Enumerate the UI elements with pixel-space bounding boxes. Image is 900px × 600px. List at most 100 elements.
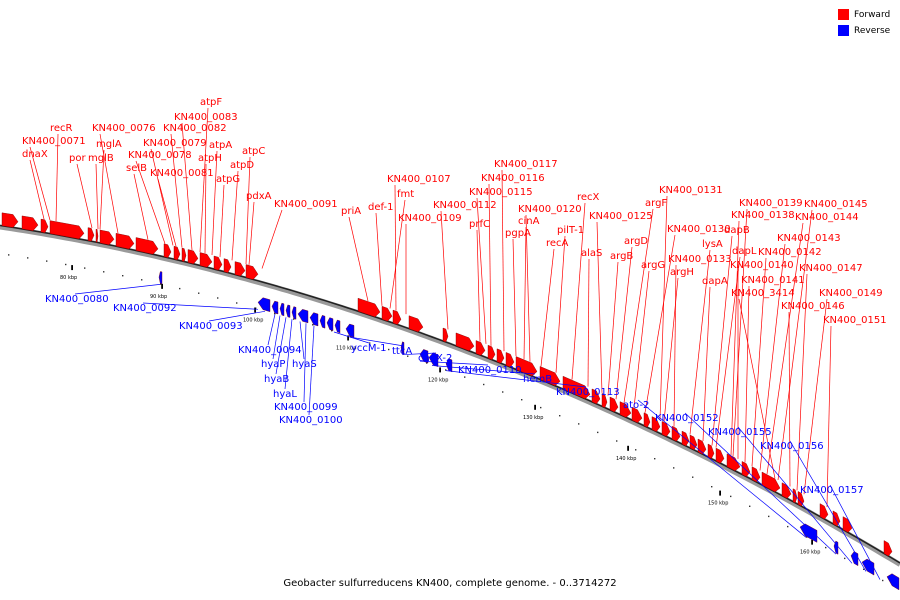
forward-gene-arrow (173, 245, 181, 261)
forward-gene-label: atpG (216, 174, 240, 185)
forward-label-leader (135, 160, 166, 244)
forward-gene-label: KN400_0091 (274, 199, 338, 210)
tick-label: 150 kbp (708, 501, 728, 507)
forward-gene-arrow (496, 348, 505, 364)
forward-gene-arrow (223, 258, 232, 273)
forward-gene-label: KN400_0120 (518, 204, 582, 215)
forward-gene-arrow (234, 261, 246, 277)
tick-label: 100 kbp (243, 318, 263, 324)
forward-gene-label: KN400_0149 (819, 288, 883, 299)
forward-gene-arrow (715, 447, 725, 464)
forward-label-leader (673, 264, 677, 427)
scale-dot (236, 302, 238, 304)
forward-gene-arrow (591, 388, 601, 405)
forward-gene-label: recR (50, 123, 73, 134)
scale-dot (673, 467, 675, 469)
scale-dot (350, 336, 352, 338)
scale-dot (179, 287, 181, 290)
map-caption: Geobacter sulfurreducens KN400, complete… (283, 578, 617, 589)
forward-gene-label: KN400_0140 (730, 260, 794, 271)
forward-label-leader (711, 235, 733, 446)
forward-gene-label: KN400_0151 (823, 315, 887, 326)
forward-label-leader (95, 163, 99, 230)
forward-label-leader (796, 273, 808, 491)
forward-gene-label: KN400_0139 (739, 198, 803, 209)
forward-gene-label: KN400_0146 (781, 301, 845, 312)
forward-gene-label: lysA (702, 239, 723, 250)
forward-gene-label: argG (641, 260, 665, 271)
forward-gene-arrow (726, 453, 741, 472)
scale-dot (559, 415, 561, 417)
forward-gene-label: KN400_0147 (799, 263, 863, 274)
forward-gene-arrow (792, 488, 798, 504)
forward-gene-label: KN400_0078 (128, 150, 192, 161)
tick-label: 80 kbp (60, 275, 77, 281)
reverse-gene-label: hyaB (264, 374, 289, 385)
forward-gene-label: def-1 (368, 202, 393, 213)
reverse-label-leader (419, 360, 489, 366)
forward-label-leader (715, 256, 741, 448)
reverse-gene-label: KN400_0113 (556, 387, 620, 398)
forward-label-leader (248, 201, 255, 265)
forward-gene-arrow (95, 228, 99, 243)
reverse-label-leader (401, 352, 437, 356)
forward-gene-label: KN400_0141 (741, 275, 805, 286)
forward-label-leader (348, 216, 369, 302)
reverse-gene-label: KN400_0099 (274, 402, 338, 413)
forward-label-leader (766, 222, 804, 475)
reverse-gene-label: yccM-1 (351, 343, 387, 354)
scale-dot (65, 263, 67, 266)
reverse-label-leader (142, 302, 259, 310)
forward-label-leader (777, 209, 813, 481)
reverse-gene-label: hemB (523, 374, 552, 385)
forward-label-leader (181, 122, 193, 251)
forward-label-leader (523, 226, 527, 360)
forward-gene-label: dapA (702, 276, 728, 287)
forward-gene-label: atpC (242, 146, 265, 157)
forward-label-leader (633, 270, 650, 408)
scale-dot (407, 355, 409, 357)
forward-gene-label: KN400_0138 (731, 210, 795, 221)
scale-dot (217, 297, 219, 299)
forward-gene-arrow (442, 327, 449, 343)
reverse-label-leader (445, 370, 587, 388)
reverse-gene-label: KN400_0157 (800, 485, 864, 496)
scale-dot (578, 423, 580, 425)
reverse-gene-arrow (400, 341, 405, 355)
tick-label: 110 kbp (336, 345, 356, 351)
scale-dot (540, 406, 542, 409)
scale-dot (825, 546, 827, 549)
forward-label-leader (261, 209, 283, 269)
forward-label-leader (150, 148, 174, 246)
forward-label-leader (157, 178, 177, 247)
reverse-label-leader (303, 323, 307, 403)
forward-gene-label: KN400_0112 (433, 200, 497, 211)
forward-gene-arrow (797, 491, 805, 507)
forward-gene-label: por (69, 153, 86, 164)
reverse-label-leader (431, 365, 536, 375)
scale-dot (388, 348, 390, 351)
forward-gene-label: cinA (518, 216, 540, 227)
scale-dot (331, 330, 333, 332)
forward-gene-label: argH (670, 267, 694, 278)
reverse-gene-label: KN400_0155 (708, 427, 772, 438)
forward-label-leader (623, 208, 654, 403)
forward-label-leader (231, 170, 239, 261)
tick-marks: 80 kbp 90 kbp 100 kbp 110 kbp 120 kbp 130 kbp… (60, 265, 820, 556)
forward-label-leader (615, 246, 633, 400)
forward-gene-label: KN400_0117 (494, 159, 558, 170)
forward-gene-arrow (689, 434, 698, 451)
reverse-label-leader (284, 319, 293, 390)
forward-gene-label: prfC (469, 219, 490, 230)
forward-gene-label: argF (645, 198, 667, 209)
forward-gene-label: atpH (198, 153, 222, 164)
forward-gene-label: KN400_0143 (777, 233, 841, 244)
forward-label-leader (730, 220, 740, 456)
scale-dot (103, 271, 105, 273)
forward-label-leader (133, 173, 149, 240)
forward-gene-label: KN400_0125 (589, 211, 653, 222)
reverse-label-leader (829, 484, 881, 580)
reverse-gene-arrow (833, 540, 839, 555)
reverse-gene-label: cheX-2 (418, 353, 452, 364)
